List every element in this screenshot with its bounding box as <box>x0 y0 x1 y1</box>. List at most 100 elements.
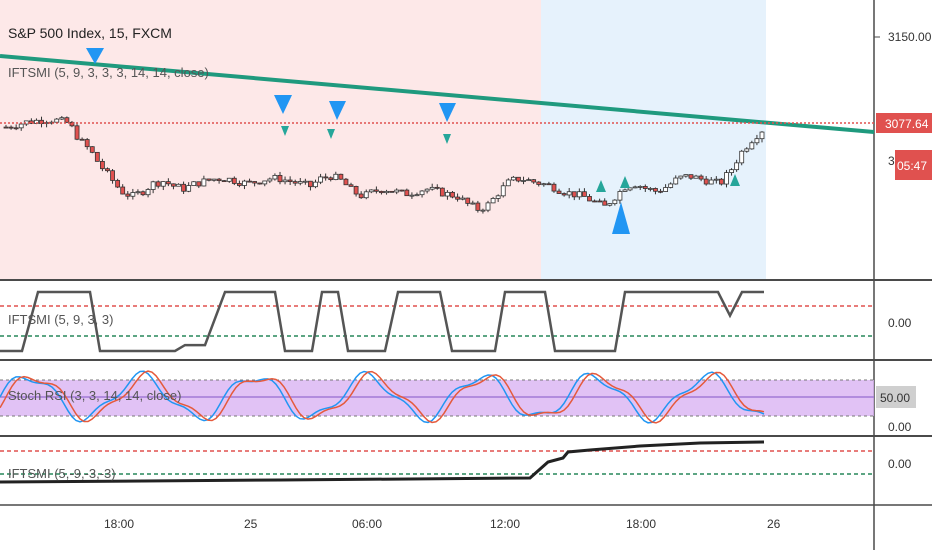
candle-down <box>79 138 85 141</box>
candle-up <box>637 186 643 188</box>
candle-up <box>490 198 496 204</box>
candle-down <box>115 180 121 188</box>
candle-down <box>536 181 542 185</box>
candle-up <box>313 181 318 188</box>
candle-up <box>607 203 613 206</box>
candle-up <box>576 191 582 198</box>
candle-up <box>485 202 491 211</box>
ifts1-label[interactable]: IFTSMI (5, 9, 3, 3) <box>8 312 113 327</box>
candle-up <box>744 148 750 152</box>
candle-down <box>602 200 608 206</box>
countdown-value: 05:47 <box>897 159 927 173</box>
candle-up <box>211 178 217 181</box>
candle-up <box>282 179 288 183</box>
candle-down <box>252 181 258 184</box>
candle-down <box>373 189 379 192</box>
stoch-label[interactable]: Stoch RSI (3, 3, 14, 14, close) <box>8 388 181 403</box>
candle-up <box>130 192 136 197</box>
candle-up <box>135 191 141 194</box>
candle-up <box>632 186 638 189</box>
candle-down <box>587 196 592 202</box>
candle-up <box>708 179 714 185</box>
candle-down <box>287 179 293 182</box>
candle-up <box>445 191 450 197</box>
candle-down <box>84 139 90 148</box>
last-price-tag <box>876 113 932 133</box>
candle-down <box>94 151 100 162</box>
candle-down <box>516 176 521 182</box>
candle-up <box>668 183 674 188</box>
candle-up <box>480 209 486 212</box>
stoch-tick-low: 0.00 <box>888 420 912 434</box>
candle-down <box>546 183 552 186</box>
candle-up <box>759 131 765 140</box>
symbol-title[interactable]: S&P 500 Index, 15, FXCM <box>8 25 172 41</box>
candle-down <box>236 183 242 186</box>
candle-up <box>663 187 668 192</box>
candle-up <box>191 181 197 186</box>
candle-down <box>257 182 263 185</box>
signal-markers <box>86 48 740 234</box>
candle-up <box>201 178 207 187</box>
candle-down <box>658 190 663 193</box>
candle-up <box>754 138 760 144</box>
candle-down <box>551 183 557 192</box>
candle-up <box>526 179 532 182</box>
candle-down <box>389 190 395 193</box>
candle-up <box>368 189 374 193</box>
price-tick: 3150.00 <box>888 30 932 44</box>
sell-arrow-icon <box>86 48 104 64</box>
candle-down <box>216 178 222 182</box>
candle-up <box>505 179 511 187</box>
trendline[interactable] <box>0 54 875 134</box>
candle-up <box>693 175 699 179</box>
candle-up <box>424 188 430 192</box>
candle-up <box>470 202 476 205</box>
candle-up <box>683 174 689 177</box>
candle-up <box>302 180 308 183</box>
candle-up <box>419 190 425 196</box>
time-tick: 18:00 <box>104 517 134 531</box>
stoch-d-line <box>0 370 765 424</box>
candle-down <box>688 174 694 179</box>
overlay-indicator-label[interactable]: IFTSMI (5, 9, 3, 3, 3, 14, 14, close) <box>8 65 209 80</box>
candle-up <box>521 180 526 182</box>
candle-up <box>409 194 415 197</box>
candle-series <box>3 115 765 214</box>
candle-down <box>399 189 405 192</box>
candle-down <box>404 189 410 197</box>
buy-arrow-icon <box>612 202 630 234</box>
candle-down <box>221 180 227 183</box>
candle-down <box>450 191 455 198</box>
candle-down <box>140 191 146 196</box>
candle-up <box>394 189 400 193</box>
candle-down <box>358 193 364 199</box>
session-bg-blue <box>541 0 766 280</box>
candle-down <box>231 177 237 184</box>
candle-up <box>617 191 623 201</box>
candle-up <box>297 181 303 184</box>
candle-down <box>582 191 587 197</box>
candle-down <box>703 178 709 185</box>
candle-up <box>272 174 278 180</box>
last-price-value: 3077.64 <box>885 117 929 131</box>
small-down-marker-icon <box>327 129 335 139</box>
candle-down <box>328 177 334 181</box>
sell-arrow-icon <box>274 95 292 114</box>
stoch-value-tag <box>876 386 916 408</box>
candle-down <box>100 160 105 170</box>
candle-down <box>110 170 115 181</box>
candle-up <box>510 176 516 181</box>
candle-down <box>434 186 440 189</box>
candle-up <box>749 142 755 150</box>
candle-down <box>343 178 349 186</box>
candle-up <box>318 176 323 183</box>
candle-down <box>379 190 384 194</box>
candle-down <box>439 187 445 197</box>
candle-up <box>729 169 734 174</box>
candle-down <box>3 126 9 129</box>
candle-up <box>734 162 740 171</box>
ifts2-label[interactable]: IFTSMI (5,-9,-3,-3) <box>8 466 116 481</box>
candle-up <box>612 199 618 205</box>
